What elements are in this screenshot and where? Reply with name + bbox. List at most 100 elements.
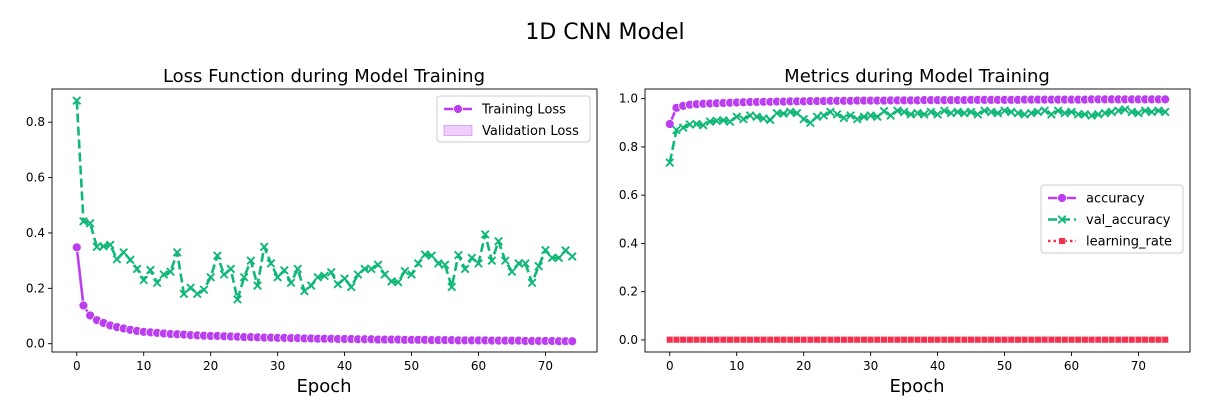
data-point bbox=[980, 336, 989, 344]
data-point bbox=[1147, 107, 1157, 117]
data-point bbox=[460, 264, 470, 274]
legend-label: accuracy bbox=[1086, 192, 1145, 207]
y-tick-label: 0.2 bbox=[26, 281, 45, 295]
data-point bbox=[279, 265, 289, 275]
data-point bbox=[78, 300, 89, 311]
y-tick-label: 0.6 bbox=[26, 171, 45, 185]
data-point bbox=[966, 107, 976, 117]
data-point bbox=[1054, 336, 1062, 344]
y-tick-label: 1.0 bbox=[619, 92, 638, 106]
data-point bbox=[119, 247, 129, 257]
data-point bbox=[846, 336, 855, 344]
data-point bbox=[1148, 336, 1156, 344]
data-point bbox=[900, 336, 908, 344]
x-tick-label: 60 bbox=[471, 359, 486, 373]
data-point bbox=[326, 267, 336, 277]
data-point bbox=[1067, 336, 1076, 344]
data-point bbox=[893, 336, 901, 344]
data-point bbox=[152, 278, 162, 288]
data-point bbox=[967, 336, 975, 344]
data-point bbox=[400, 266, 410, 276]
data-point bbox=[986, 107, 996, 117]
data-point bbox=[85, 218, 95, 228]
x-tick-label: 0 bbox=[666, 359, 674, 373]
data-point bbox=[813, 336, 821, 344]
data-point bbox=[879, 106, 889, 116]
data-point bbox=[561, 246, 570, 255]
data-point bbox=[1121, 336, 1129, 344]
data-point bbox=[146, 265, 155, 275]
data-point bbox=[1081, 336, 1089, 344]
data-point bbox=[99, 241, 108, 251]
data-point bbox=[1060, 108, 1070, 118]
data-point bbox=[867, 336, 875, 344]
data-point bbox=[907, 336, 915, 344]
y-tick-label: 0.4 bbox=[26, 226, 45, 240]
data-point bbox=[246, 256, 256, 266]
data-point bbox=[1080, 109, 1090, 119]
data-point bbox=[480, 229, 490, 239]
data-point bbox=[474, 259, 483, 268]
data-point bbox=[206, 272, 216, 282]
data-point bbox=[534, 261, 544, 271]
data-point bbox=[819, 111, 829, 120]
data-point bbox=[719, 336, 727, 344]
data-point bbox=[380, 270, 390, 279]
data-point bbox=[785, 107, 795, 117]
data-point bbox=[1120, 105, 1130, 114]
legend: Training Loss Validation Loss bbox=[436, 95, 591, 143]
series-val_accuracy bbox=[665, 105, 1170, 167]
data-point bbox=[759, 114, 768, 123]
data-point bbox=[820, 336, 828, 344]
data-point bbox=[360, 264, 370, 274]
data-point bbox=[679, 336, 687, 344]
data-point bbox=[887, 336, 895, 344]
data-point bbox=[373, 260, 383, 270]
data-point bbox=[1061, 336, 1069, 344]
data-point bbox=[1053, 106, 1063, 116]
legend-label: val_accuracy bbox=[1086, 213, 1171, 228]
data-point bbox=[186, 283, 195, 293]
data-point bbox=[852, 114, 862, 124]
data-point bbox=[899, 107, 909, 117]
loss-chart: Loss Function during Model Training Epoc… bbox=[26, 66, 598, 397]
data-point bbox=[980, 106, 989, 116]
legend-label: learning_rate bbox=[1086, 235, 1172, 250]
data-point bbox=[993, 108, 1003, 118]
x-tick-label: 50 bbox=[997, 359, 1012, 373]
data-point bbox=[313, 272, 323, 282]
data-point bbox=[132, 264, 142, 274]
data-point bbox=[440, 260, 450, 270]
data-point bbox=[1154, 106, 1163, 116]
data-point bbox=[873, 336, 881, 344]
data-point bbox=[1040, 106, 1050, 116]
data-point bbox=[212, 251, 222, 261]
data-point bbox=[665, 158, 675, 167]
data-point bbox=[800, 336, 808, 344]
data-point bbox=[853, 336, 861, 344]
data-point bbox=[832, 109, 842, 119]
data-point bbox=[454, 250, 463, 260]
data-point bbox=[1033, 107, 1043, 117]
data-point bbox=[866, 111, 876, 120]
data-point bbox=[919, 109, 929, 119]
data-point bbox=[846, 111, 855, 120]
data-point bbox=[886, 111, 896, 120]
data-point bbox=[1141, 336, 1149, 344]
data-point bbox=[934, 336, 942, 344]
data-point bbox=[1021, 336, 1029, 344]
x-tick-label: 30 bbox=[863, 359, 878, 373]
x-tick-label: 60 bbox=[1064, 359, 1079, 373]
data-point bbox=[779, 109, 788, 119]
data-point bbox=[1067, 107, 1076, 117]
data-point bbox=[1047, 109, 1056, 119]
data-point bbox=[672, 125, 681, 135]
data-point bbox=[125, 255, 135, 265]
data-point bbox=[413, 259, 423, 268]
data-point bbox=[913, 108, 922, 118]
legend-marker bbox=[1057, 193, 1067, 203]
legend-label: Training Loss bbox=[481, 103, 566, 118]
data-point bbox=[973, 109, 983, 119]
y-tick-label: 0.8 bbox=[26, 115, 45, 129]
data-point bbox=[541, 245, 550, 255]
